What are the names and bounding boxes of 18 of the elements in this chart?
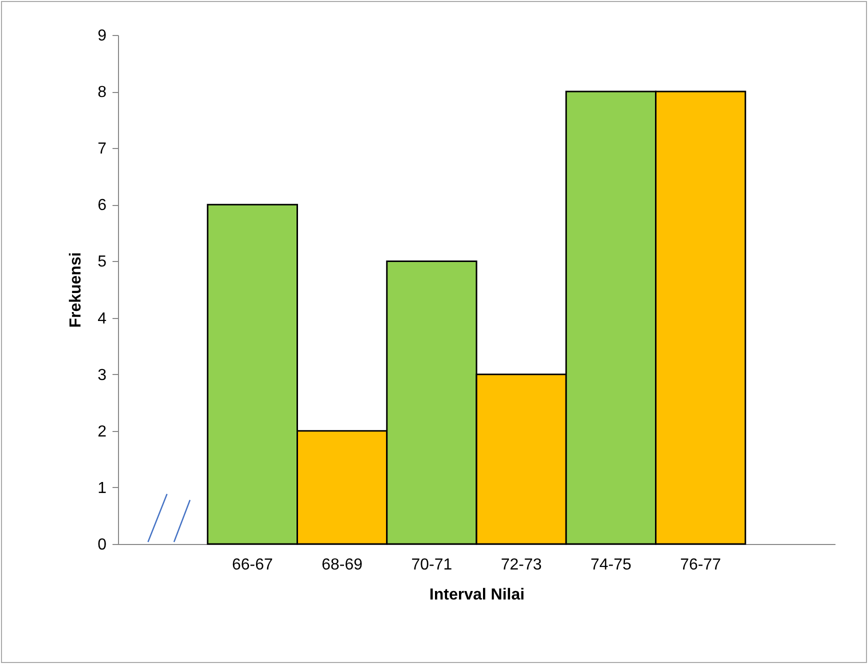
y-tick-label: 2: [98, 423, 107, 440]
y-tick-label: 7: [98, 140, 107, 158]
y-tick-label: 0: [98, 536, 107, 554]
x-tick-label: 74-75: [590, 556, 632, 574]
x-tick-label: 66-67: [232, 556, 273, 574]
x-tick-label: 68-69: [322, 556, 363, 574]
y-axis-title: Frekuensi: [68, 252, 85, 328]
x-tick-label: 72-73: [500, 556, 542, 574]
y-tick-label: 4: [98, 310, 107, 328]
x-tick-label: 76-77: [680, 556, 722, 574]
y-tick-label: 3: [98, 366, 107, 384]
y-tick-label: 6: [98, 197, 107, 214]
x-axis-title: Interval Nilai: [429, 586, 525, 604]
y-tick-label: 9: [98, 28, 107, 44]
y-tick-label: 8: [98, 84, 107, 102]
x-tick-label: 70-71: [411, 556, 452, 574]
y-tick-label: 1: [98, 480, 107, 497]
y-tick-label: 5: [98, 254, 107, 271]
